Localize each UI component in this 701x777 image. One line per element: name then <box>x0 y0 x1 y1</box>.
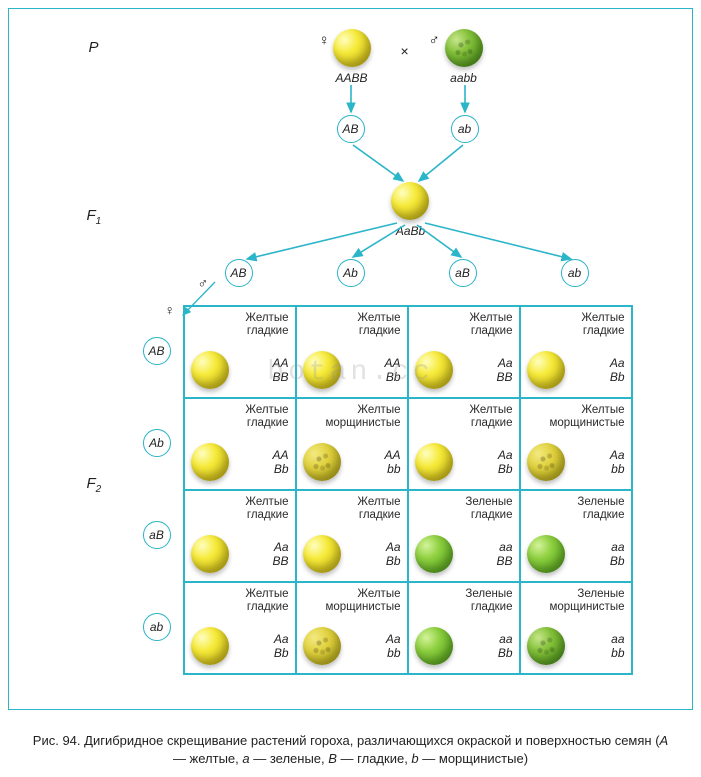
cell-phenotype-label: Желтыегладкие <box>357 496 400 522</box>
f1-male-gamete-2: Ab <box>337 259 365 287</box>
cell-genotype: AaBb <box>498 449 513 477</box>
cell-pea <box>415 627 453 665</box>
punnett-cell: Зеленыегладкие aaBb <box>520 490 632 582</box>
male-symbol: ♂ <box>429 32 440 49</box>
f1-male-gamete-3: aB <box>449 259 477 287</box>
punnett-cell: Желтыегладкие AABb <box>296 306 408 398</box>
figure-caption: Рис. 94. Дигибридное скрещивание растени… <box>0 718 701 777</box>
f1-genotype: AaBb <box>389 224 433 238</box>
f1-female-gamete-1: AB <box>143 337 171 365</box>
cell-pea <box>415 443 453 481</box>
cell-pea <box>415 535 453 573</box>
cell-pea <box>191 443 229 481</box>
cell-phenotype-label: Желтыегладкие <box>245 588 288 614</box>
cell-genotype: AaBB <box>272 541 288 569</box>
punnett-cell: Зеленыегладкие aaBb <box>408 582 520 674</box>
punnett-cell: Желтыегладкие AaBb <box>184 582 296 674</box>
punnett-cell: Желтыеморщинистые Aabb <box>520 398 632 490</box>
cell-phenotype-label: Зеленыегладкие <box>577 496 624 522</box>
diagram-canvas: P F1 F2 ♀ AABB × ♂ aabb AB ab AaBb AB Ab… <box>31 27 671 687</box>
gamete-parent-female: AB <box>337 115 365 143</box>
punnett-cell: Зеленыеморщинистые aabb <box>520 582 632 674</box>
punnett-cell: Желтыеморщинистые AAbb <box>296 398 408 490</box>
f1-pea <box>391 182 429 220</box>
parent-female-pea <box>333 29 371 67</box>
punnett-cell: Желтыегладкие AaBB <box>184 490 296 582</box>
cell-pea <box>191 535 229 573</box>
diagram-frame: P F1 F2 ♀ AABB × ♂ aabb AB ab AaBb AB Ab… <box>8 8 693 710</box>
f1-male-gamete-4: ab <box>561 259 589 287</box>
cell-genotype: AABB <box>272 357 288 385</box>
punnett-cell: Желтыегладкие AaBb <box>520 306 632 398</box>
punnett-cell: Желтыегладкие AaBb <box>296 490 408 582</box>
f1-female-gamete-2: Ab <box>143 429 171 457</box>
punnett-row: Желтыегладкие AaBB Желтыегладкие AaBb Зелены… <box>184 490 632 582</box>
cell-phenotype-label: Желтыеморщинистые <box>549 404 624 430</box>
gamete-parent-male: ab <box>451 115 479 143</box>
cell-pea <box>527 627 565 665</box>
female-symbol: ♀ <box>319 32 330 49</box>
punnett-female-symbol: ♀ <box>165 302 176 318</box>
generation-f2-label: F2 <box>87 475 102 495</box>
cross-symbol: × <box>401 43 409 59</box>
cell-genotype: AaBb <box>386 541 401 569</box>
punnett-cell: Желтыегладкие AaBb <box>408 398 520 490</box>
cell-pea <box>527 351 565 389</box>
cell-genotype: Aabb <box>610 449 625 477</box>
punnett-cell: Желтыегладкие AABb <box>184 398 296 490</box>
punnett-male-symbol: ♂ <box>198 275 209 291</box>
punnett-cell: Зеленыегладкие aaBB <box>408 490 520 582</box>
cell-pea <box>415 351 453 389</box>
cell-genotype: AABb <box>384 357 400 385</box>
cell-genotype: aabb <box>611 633 624 661</box>
cell-genotype: AaBB <box>496 357 512 385</box>
cell-pea <box>303 351 341 389</box>
cell-pea <box>303 535 341 573</box>
cell-genotype: aaBB <box>496 541 512 569</box>
cell-genotype: AaBb <box>274 633 289 661</box>
cell-phenotype-label: Зеленыегладкие <box>465 496 512 522</box>
cell-phenotype-label: Желтыегладкие <box>469 404 512 430</box>
punnett-cell: Желтыеморщинистые Aabb <box>296 582 408 674</box>
punnett-cell: Желтыегладкие AABB <box>184 306 296 398</box>
cell-phenotype-label: Желтыегладкие <box>245 404 288 430</box>
punnett-square: ЖелтыегладкиеAABBЖелтыегладкиеAABbЖелтые… <box>183 305 633 675</box>
cell-pea <box>527 443 565 481</box>
cell-phenotype-label: Зеленыегладкие <box>465 588 512 614</box>
generation-p-label: P <box>89 39 99 56</box>
parent-female-genotype: AABB <box>331 71 373 85</box>
f1-female-gamete-4: ab <box>143 613 171 641</box>
generation-f1-label: F1 <box>87 207 102 227</box>
cell-pea <box>191 627 229 665</box>
cell-phenotype-label: Желтыеморщинистые <box>325 404 400 430</box>
punnett-cell: Желтыегладкие AaBB <box>408 306 520 398</box>
cell-genotype: AaBb <box>610 357 625 385</box>
cell-genotype: AAbb <box>384 449 400 477</box>
parent-male-pea <box>445 29 483 67</box>
cell-phenotype-label: Зеленыеморщинистые <box>549 588 624 614</box>
cell-phenotype-label: Желтыегладкие <box>245 496 288 522</box>
cell-pea <box>527 535 565 573</box>
cell-genotype: aaBb <box>498 633 513 661</box>
cell-phenotype-label: Желтыегладкие <box>581 312 624 338</box>
cell-phenotype-label: Желтыегладкие <box>357 312 400 338</box>
punnett-row: ЖелтыегладкиеAABbЖелтыеморщинистыеAAbbЖе… <box>184 398 632 490</box>
f1-female-gamete-3: aB <box>143 521 171 549</box>
cell-phenotype-label: Желтыегладкие <box>245 312 288 338</box>
f1-male-gamete-1: AB <box>225 259 253 287</box>
cell-genotype: aaBb <box>610 541 625 569</box>
parent-male-genotype: aabb <box>443 71 485 85</box>
cell-phenotype-label: Желтыеморщинистые <box>325 588 400 614</box>
punnett-row: Желтыегладкие AaBb Желтыеморщинистые Aabb Зе… <box>184 582 632 674</box>
cell-pea <box>191 351 229 389</box>
cell-pea <box>303 443 341 481</box>
cell-pea <box>303 627 341 665</box>
cell-genotype: Aabb <box>386 633 401 661</box>
punnett-row: ЖелтыегладкиеAABBЖелтыегладкиеAABbЖелтые… <box>184 306 632 398</box>
cell-genotype: AABb <box>272 449 288 477</box>
cell-phenotype-label: Желтыегладкие <box>469 312 512 338</box>
